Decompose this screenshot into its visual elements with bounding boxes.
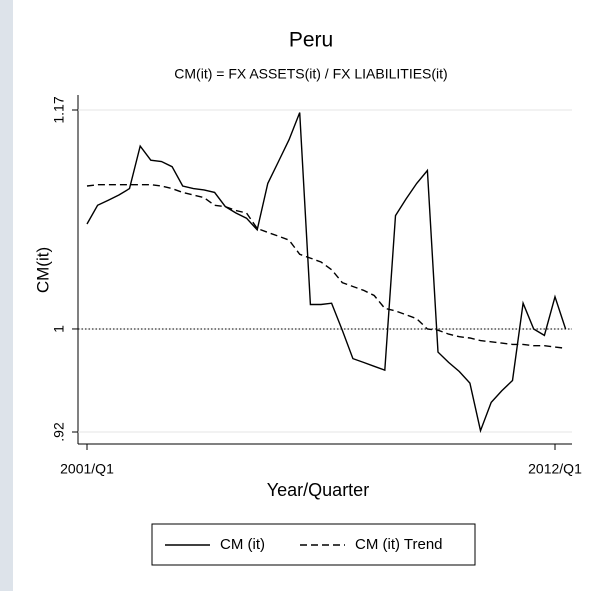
y-tick-label: 1.17 [51, 96, 67, 123]
y-tick-label: 1 [51, 325, 67, 333]
side-strip [0, 0, 13, 591]
legend-label: CM (it) Trend [355, 536, 443, 553]
x-axis-title: Year/Quarter [267, 480, 369, 500]
y-tick-label: .92 [51, 422, 67, 442]
chart-subtitle: CM(it) = FX ASSETS(it) / FX LIABILITIES(… [174, 66, 447, 82]
y-axis-title: CM(it) [33, 247, 52, 293]
series-line [86, 112, 567, 434]
x-tick-label: 2001/Q1 [60, 461, 114, 477]
legend-label: CM (it) [220, 536, 265, 553]
x-tick-label: 2012/Q1 [528, 461, 582, 477]
chart-title: Peru [289, 29, 333, 52]
series-line [86, 184, 566, 349]
